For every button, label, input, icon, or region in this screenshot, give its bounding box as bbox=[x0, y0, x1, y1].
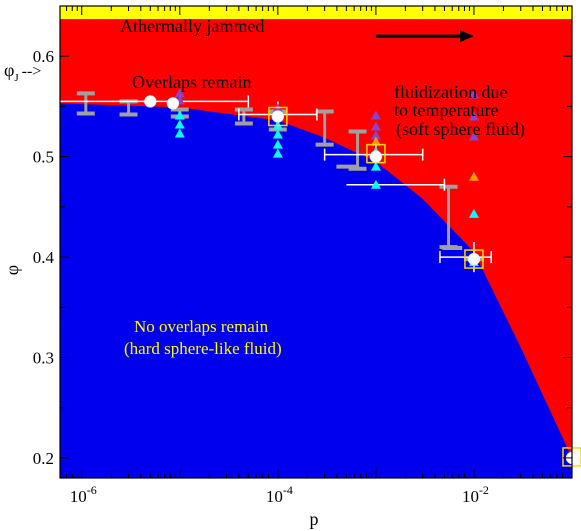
white-circle bbox=[467, 252, 481, 266]
no-overlaps-region bbox=[60, 103, 572, 479]
purple-triangle bbox=[370, 110, 381, 120]
purple-triangle bbox=[370, 121, 381, 131]
no-overlaps-label-line1: No overlaps remain bbox=[134, 317, 269, 336]
phi-j-subscript: J bbox=[14, 72, 19, 84]
phi-j-symbol: φ bbox=[4, 60, 14, 80]
phi-j-arrow: --> bbox=[22, 63, 42, 80]
y-tick-label: 0.3 bbox=[33, 348, 54, 367]
cyan-triangle bbox=[272, 129, 283, 139]
purple-triangle bbox=[468, 89, 479, 99]
phase-regions bbox=[60, 6, 572, 479]
plot-frame bbox=[59, 5, 573, 479]
x-tick-label: 10-4 bbox=[266, 483, 293, 506]
yellow-square bbox=[464, 249, 484, 269]
no-overlaps-label-line2: (hard sphere-like fluid) bbox=[124, 339, 282, 358]
region-labels: Athermally jammed Overlaps remain No ove… bbox=[120, 16, 525, 358]
y-tick-label: 0.6 bbox=[33, 47, 54, 66]
gray-error-bar bbox=[348, 129, 367, 171]
orange-triangle bbox=[468, 171, 479, 181]
purple-triangle bbox=[468, 131, 479, 141]
annotation-line2: to temperature bbox=[394, 100, 498, 120]
svg-text:φJ-->: φJ --> bbox=[4, 60, 41, 84]
jammed-label: Athermally jammed bbox=[120, 16, 264, 36]
annotation-line1: fluidization due bbox=[394, 82, 507, 102]
purple-triangle bbox=[174, 88, 185, 98]
y-tick-label: 0.4 bbox=[33, 248, 55, 267]
orange-triangle bbox=[370, 136, 381, 146]
cyan-triangle bbox=[468, 208, 479, 218]
yellow-square bbox=[268, 106, 288, 127]
y-axis-label: φ bbox=[2, 265, 22, 275]
axis-labels: p φ φJ --> bbox=[2, 60, 319, 529]
cyan-triangle bbox=[370, 161, 381, 171]
white-circle bbox=[166, 97, 180, 110]
cyan-triangle bbox=[272, 148, 283, 158]
y-tick-label: 0.5 bbox=[33, 148, 54, 167]
y-tick-label: 0.2 bbox=[33, 449, 54, 468]
cyan-triangle bbox=[174, 128, 185, 138]
data-marks bbox=[60, 88, 581, 467]
gray-error-bar bbox=[76, 91, 95, 116]
annotation-line3: (soft sphere fluid) bbox=[396, 119, 525, 140]
cyan-triangle bbox=[174, 110, 185, 120]
cyan-triangle bbox=[174, 119, 185, 129]
axes bbox=[59, 5, 573, 479]
purple-triangle bbox=[370, 130, 381, 140]
x-tick-label: 10-6 bbox=[70, 483, 97, 506]
fluidization-arrow bbox=[375, 30, 474, 43]
cyan-triangle bbox=[272, 139, 283, 149]
gray-error-bar bbox=[234, 107, 253, 126]
purple-triangle bbox=[468, 111, 479, 121]
cyan-triangle bbox=[370, 179, 381, 189]
white-circle bbox=[144, 95, 157, 108]
phi-j-label: φJ --> bbox=[4, 60, 41, 84]
white-hline bbox=[346, 178, 446, 191]
white-circle bbox=[271, 110, 285, 123]
white-circle bbox=[369, 150, 383, 163]
x-axis-label: p bbox=[310, 509, 319, 529]
x-tick-label: 10-2 bbox=[462, 483, 489, 506]
tick-marks: 10-6 10-4 10-2 0.2 0.3 0.4 0.5 0.6 bbox=[33, 6, 573, 506]
overlaps-label: Overlaps remain bbox=[132, 72, 251, 92]
gray-error-bar bbox=[315, 109, 334, 147]
